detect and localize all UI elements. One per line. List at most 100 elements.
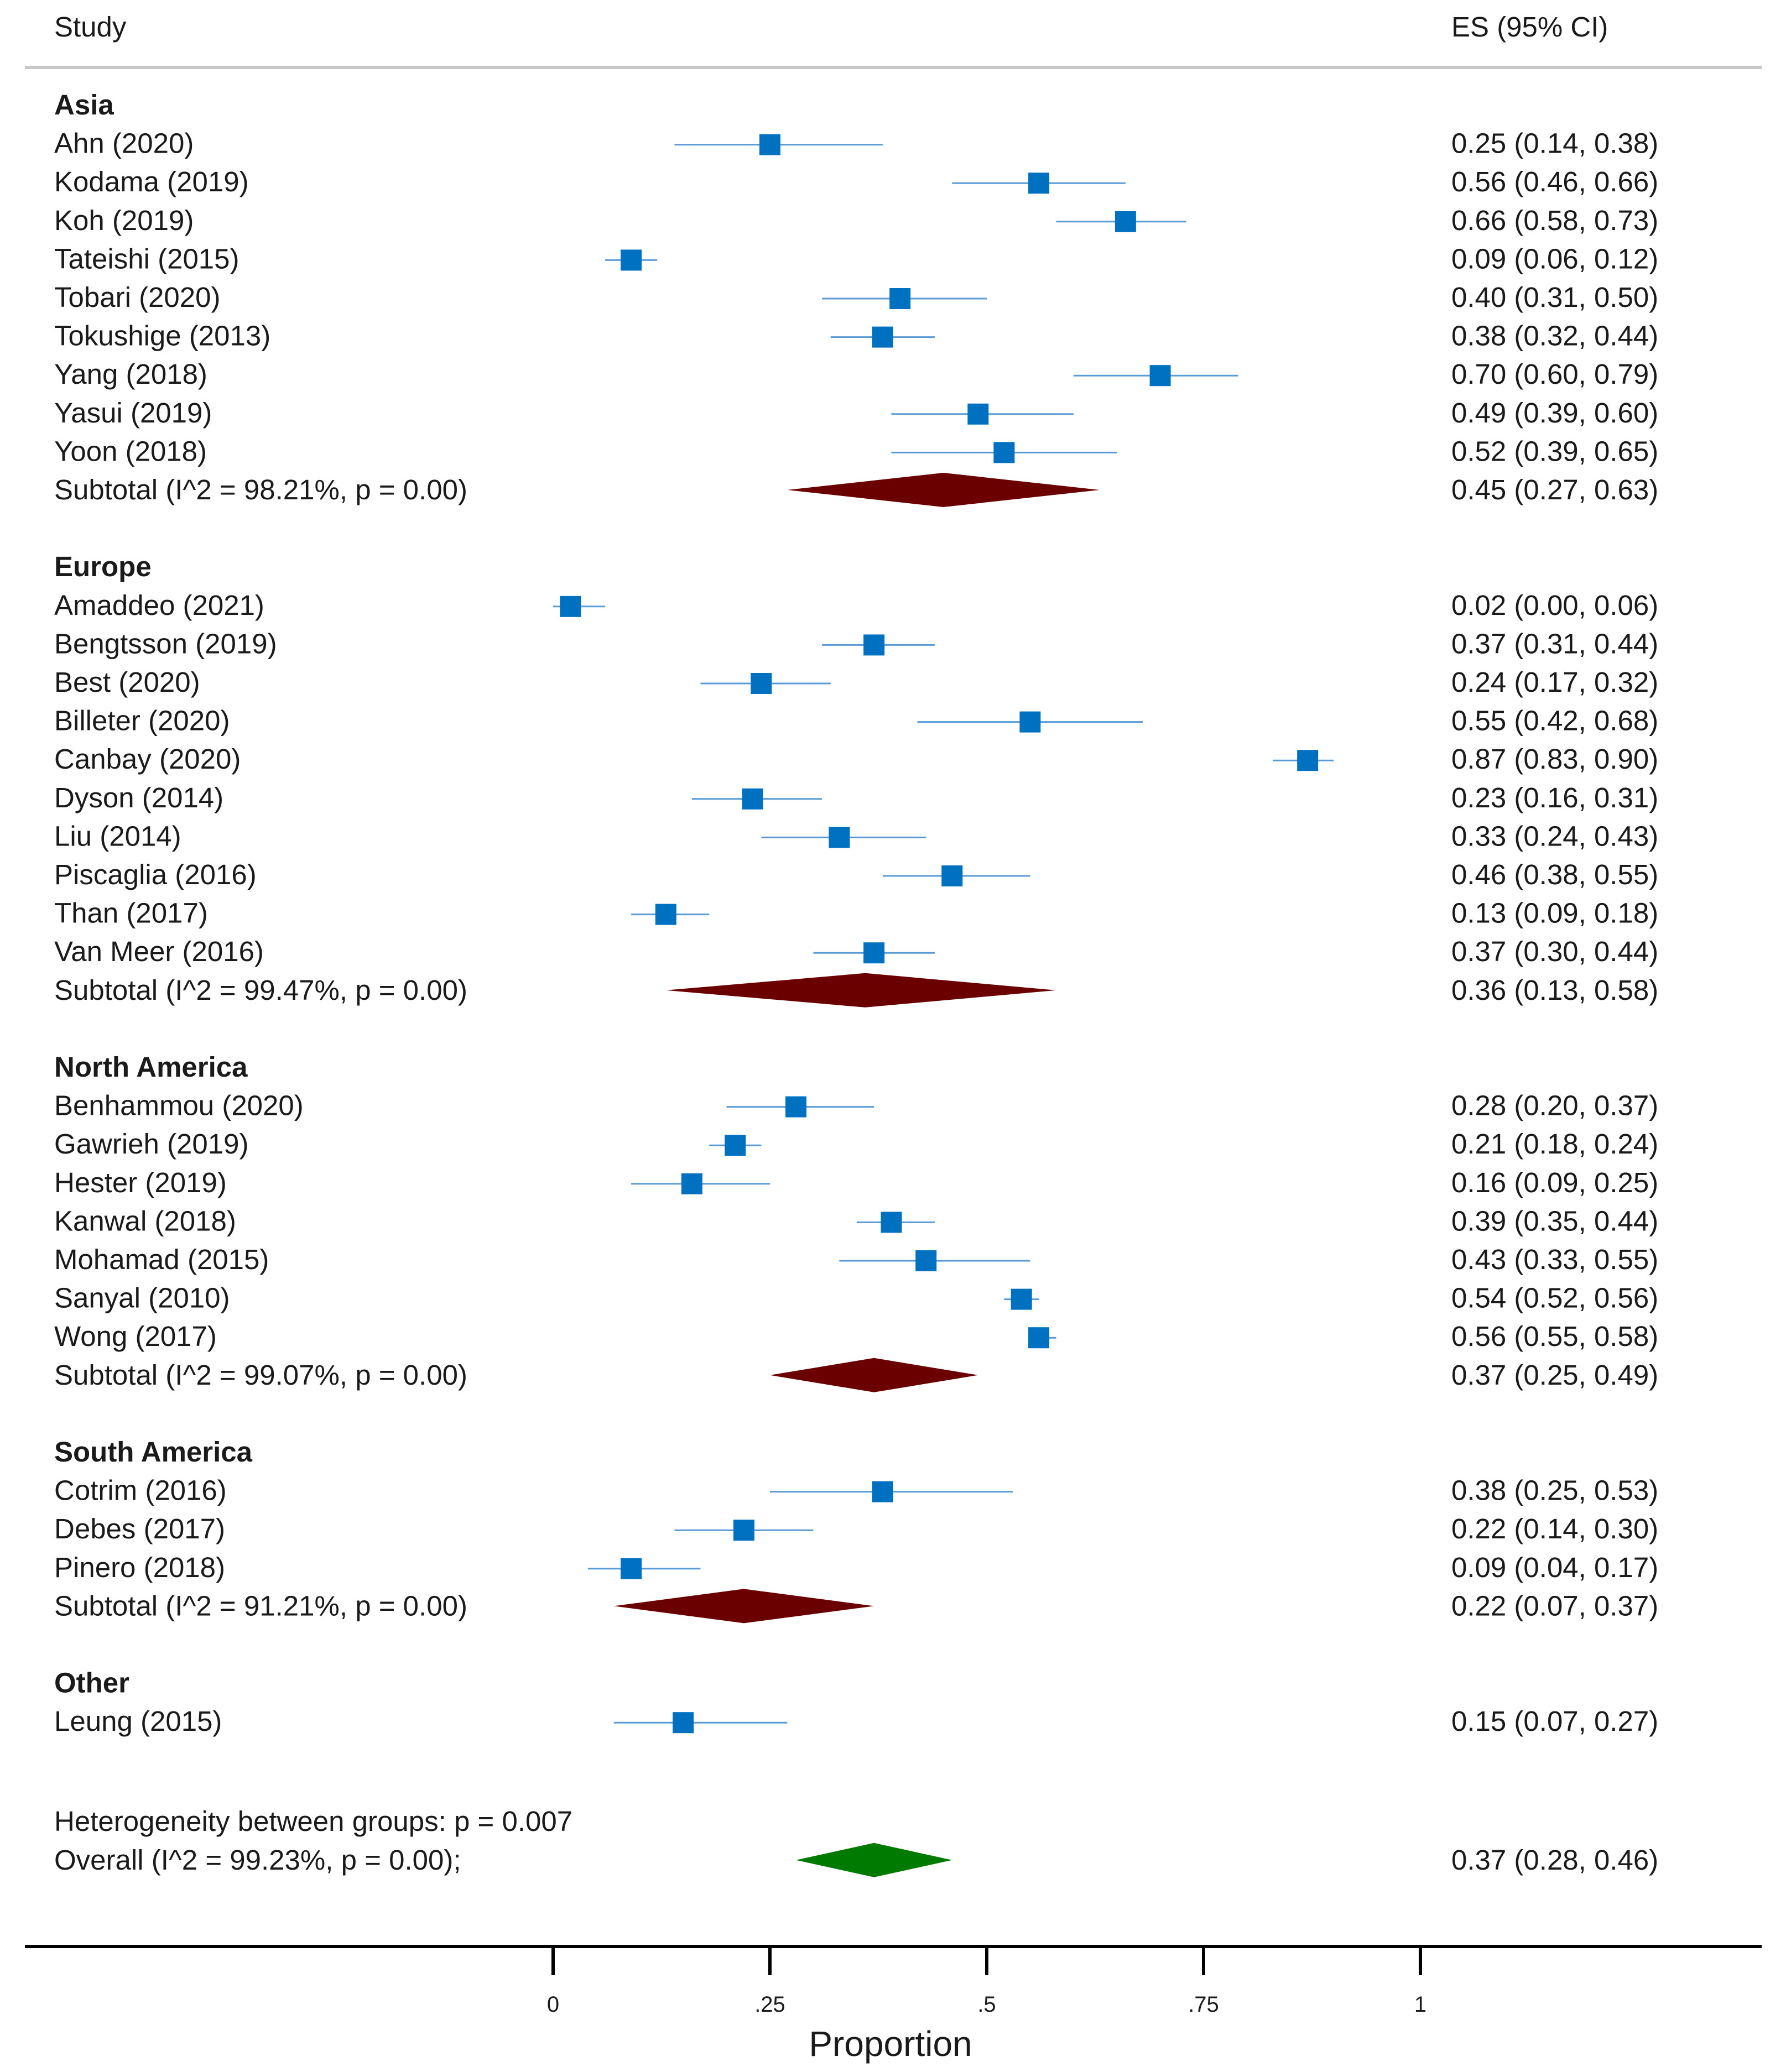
study-label: Tateishi (2015) [54,243,239,274]
study-es-ci: 0.37 (0.31, 0.44) [1451,628,1658,659]
study-es-ci: 0.25 (0.14, 0.38) [1451,128,1658,159]
study-label: Best (2020) [54,666,200,698]
study-label: Wong (2017) [54,1321,217,1352]
study-es-ci: 0.09 (0.04, 0.17) [1451,1552,1658,1583]
study-es-ci: 0.46 (0.38, 0.55) [1451,859,1658,890]
study-es-ci: 0.54 (0.52, 0.56) [1451,1282,1658,1314]
subtotal-label: Subtotal (I^2 = 91.21%, p = 0.00) [54,1590,467,1621]
subtotal-label: Subtotal (I^2 = 99.47%, p = 0.00) [54,974,467,1006]
study-point [725,1135,746,1156]
study-label: Van Meer (2016) [54,936,264,967]
study-es-ci: 0.28 (0.20, 0.37) [1451,1090,1658,1121]
study-point [889,288,911,309]
study-point [1297,750,1319,771]
study-es-ci: 0.56 (0.55, 0.58) [1451,1321,1658,1352]
study-es-ci: 0.49 (0.39, 0.60) [1451,397,1658,429]
study-label: Liu (2014) [54,820,181,852]
study-es-ci: 0.21 (0.18, 0.24) [1451,1128,1658,1160]
study-es-ci: 0.56 (0.46, 0.66) [1451,166,1658,197]
study-label: Billeter (2020) [54,705,230,737]
es-column-header: ES (95% CI) [1451,11,1608,43]
overall-label: Overall (I^2 = 99.23%, p = 0.00); [54,1844,461,1876]
x-axis: 0 .25 .5 .75 1 [25,1945,1762,2017]
x-tick-label: 1 [1414,1992,1426,2017]
study-point [742,788,763,810]
study-es-ci: 0.16 (0.09, 0.25) [1451,1167,1658,1198]
study-es-ci: 0.09 (0.06, 0.12) [1451,243,1658,274]
study-point [655,904,676,925]
study-es-ci: 0.38 (0.32, 0.44) [1451,320,1658,352]
study-es-ci: 0.22 (0.14, 0.30) [1451,1513,1658,1544]
study-point [1011,1288,1032,1310]
study-es-ci: 0.33 (0.24, 0.43) [1451,820,1658,852]
subtotal-label: Subtotal (I^2 = 99.07%, p = 0.00) [54,1359,467,1391]
study-point [681,1173,702,1194]
study-point [941,865,963,886]
study-point [863,634,885,656]
study-rows: Asia Ahn (2020) 0.25 (0.14, 0.38) Kodama (2… [54,89,1658,1877]
study-point [733,1520,754,1541]
study-point [1149,365,1171,387]
study-label: Gawrieh (2019) [54,1128,249,1160]
study-label: Kanwal (2018) [54,1205,236,1236]
study-point [621,249,642,271]
study-point [993,442,1015,463]
study-es-ci: 0.87 (0.83, 0.90) [1451,743,1658,775]
study-point [967,403,989,425]
study-es-ci: 0.38 (0.25, 0.53) [1451,1475,1658,1506]
subtotal-diamond [787,473,1100,507]
study-point [759,134,780,155]
study-label: Yoon (2018) [54,435,207,467]
study-point [1028,173,1050,194]
study-point [829,827,850,848]
study-es-ci: 0.43 (0.33, 0.55) [1451,1244,1658,1275]
study-label: Yang (2018) [54,358,207,390]
subtotal-es-ci: 0.22 (0.07, 0.37) [1451,1590,1658,1621]
study-column-header: Study [54,11,127,43]
study-label: Hester (2019) [54,1167,227,1198]
study-label: Cotrim (2016) [54,1475,227,1506]
study-point [872,326,893,348]
study-label: Kodama (2019) [54,166,249,197]
study-label: Tobari (2020) [54,281,221,313]
group-heading: South America [54,1436,253,1468]
x-tick-label: .75 [1188,1992,1219,2017]
subtotal-es-ci: 0.45 (0.27, 0.63) [1451,474,1658,505]
study-label: Piscaglia (2016) [54,859,257,890]
study-es-ci: 0.55 (0.42, 0.68) [1451,705,1658,737]
x-tick-label: 0 [547,1992,559,2017]
study-es-ci: 0.70 (0.60, 0.79) [1451,358,1658,390]
subtotal-diamond [613,1589,874,1624]
group-heading: Europe [54,551,152,582]
study-es-ci: 0.02 (0.00, 0.06) [1451,589,1658,621]
study-label: Mohamad (2015) [54,1244,269,1275]
study-label: Bengtsson (2019) [54,628,277,659]
study-label: Dyson (2014) [54,782,223,813]
study-point [1115,211,1136,232]
overall-diamond [796,1843,952,1877]
study-point [915,1250,937,1271]
study-label: Ahn (2020) [54,128,194,159]
study-label: Canbay (2020) [54,743,241,775]
study-point [560,596,581,617]
study-es-ci: 0.23 (0.16, 0.31) [1451,782,1658,813]
study-label: Sanyal (2010) [54,1282,230,1314]
study-label: Benhammou (2020) [54,1090,304,1121]
study-point [863,942,885,964]
study-es-ci: 0.24 (0.17, 0.32) [1451,666,1658,698]
heterogeneity-text: Heterogeneity between groups: p = 0.007 [54,1805,572,1837]
x-tick-label: .25 [754,1992,785,2017]
subtotal-es-ci: 0.37 (0.25, 0.49) [1451,1359,1658,1391]
subtotal-diamond [665,973,1056,1008]
study-es-ci: 0.66 (0.58, 0.73) [1451,205,1658,236]
study-es-ci: 0.15 (0.07, 0.27) [1451,1705,1658,1737]
x-axis-label: Proportion [809,2024,972,2064]
study-es-ci: 0.37 (0.30, 0.44) [1451,936,1658,967]
group-heading: North America [54,1051,248,1083]
subtotal-label: Subtotal (I^2 = 98.21%, p = 0.00) [54,474,467,505]
study-es-ci: 0.13 (0.09, 0.18) [1451,897,1658,929]
study-es-ci: 0.52 (0.39, 0.65) [1451,435,1658,467]
study-label: Pinero (2018) [54,1552,225,1583]
group-heading: Asia [54,89,114,121]
